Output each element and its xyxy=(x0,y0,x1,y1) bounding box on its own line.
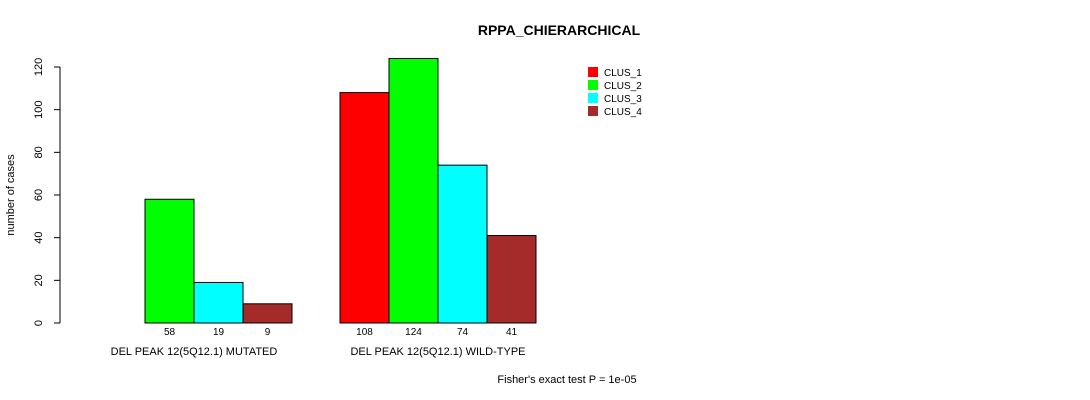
y-axis: 0 20 40 60 80 100 120 xyxy=(33,58,61,326)
group-labels-group: DEL PEAK 12(5Q12.1) MUTATED DEL PEAK 12(5… xyxy=(111,346,526,358)
data-labels-group: 58 19 9 108 124 74 41 xyxy=(164,327,518,338)
bars-group xyxy=(144,57,537,324)
y-tick-label: 40 xyxy=(33,232,45,244)
bar-clus-3-group-1 xyxy=(193,281,244,324)
bar-clus-2-group-2 xyxy=(388,57,439,324)
bar-count-label: 9 xyxy=(265,327,271,338)
bar-count-label: 108 xyxy=(356,327,373,338)
legend-swatch xyxy=(588,106,598,116)
category-label: DEL PEAK 12(5Q12.1) MUTATED xyxy=(111,346,278,358)
legend-entry-label: CLUS_2 xyxy=(604,81,642,92)
y-axis-label: number of cases xyxy=(5,154,17,236)
y-tick-label: 100 xyxy=(33,100,45,118)
bar-clus-2-group-1 xyxy=(144,198,195,324)
y-tick-label: 60 xyxy=(33,189,45,201)
y-tick-label: 20 xyxy=(33,274,45,286)
chart-title: RPPA_CHIERARCHICAL xyxy=(478,22,641,38)
bar-count-label: 124 xyxy=(405,327,422,338)
fisher-test-annotation: Fisher's exact test P = 1e-05 xyxy=(497,374,636,386)
legend-entry-label: CLUS_4 xyxy=(604,107,642,118)
bar-count-label: 19 xyxy=(213,327,225,338)
legend-swatch xyxy=(588,80,598,90)
bar-count-label: 58 xyxy=(164,327,176,338)
category-label: DEL PEAK 12(5Q12.1) WILD-TYPE xyxy=(350,346,525,358)
bar-clus-3-group-2 xyxy=(437,164,488,324)
legend-swatch xyxy=(588,67,598,77)
bar-clus-1-group-2 xyxy=(339,92,390,324)
bar-clus-4-group-1 xyxy=(242,303,293,324)
legend-entry-label: CLUS_3 xyxy=(604,94,642,105)
bar-count-label: 41 xyxy=(506,327,518,338)
y-tick-label: 120 xyxy=(33,58,45,76)
legend: CLUS_1 CLUS_2 CLUS_3 CLUS_4 xyxy=(588,67,642,118)
y-tick-label: 0 xyxy=(33,320,45,326)
legend-swatch xyxy=(588,93,598,103)
bar-clus-4-group-2 xyxy=(486,235,537,324)
legend-entry-label: CLUS_1 xyxy=(604,68,642,79)
bar-count-label: 74 xyxy=(457,327,469,338)
y-tick-label: 80 xyxy=(33,146,45,158)
